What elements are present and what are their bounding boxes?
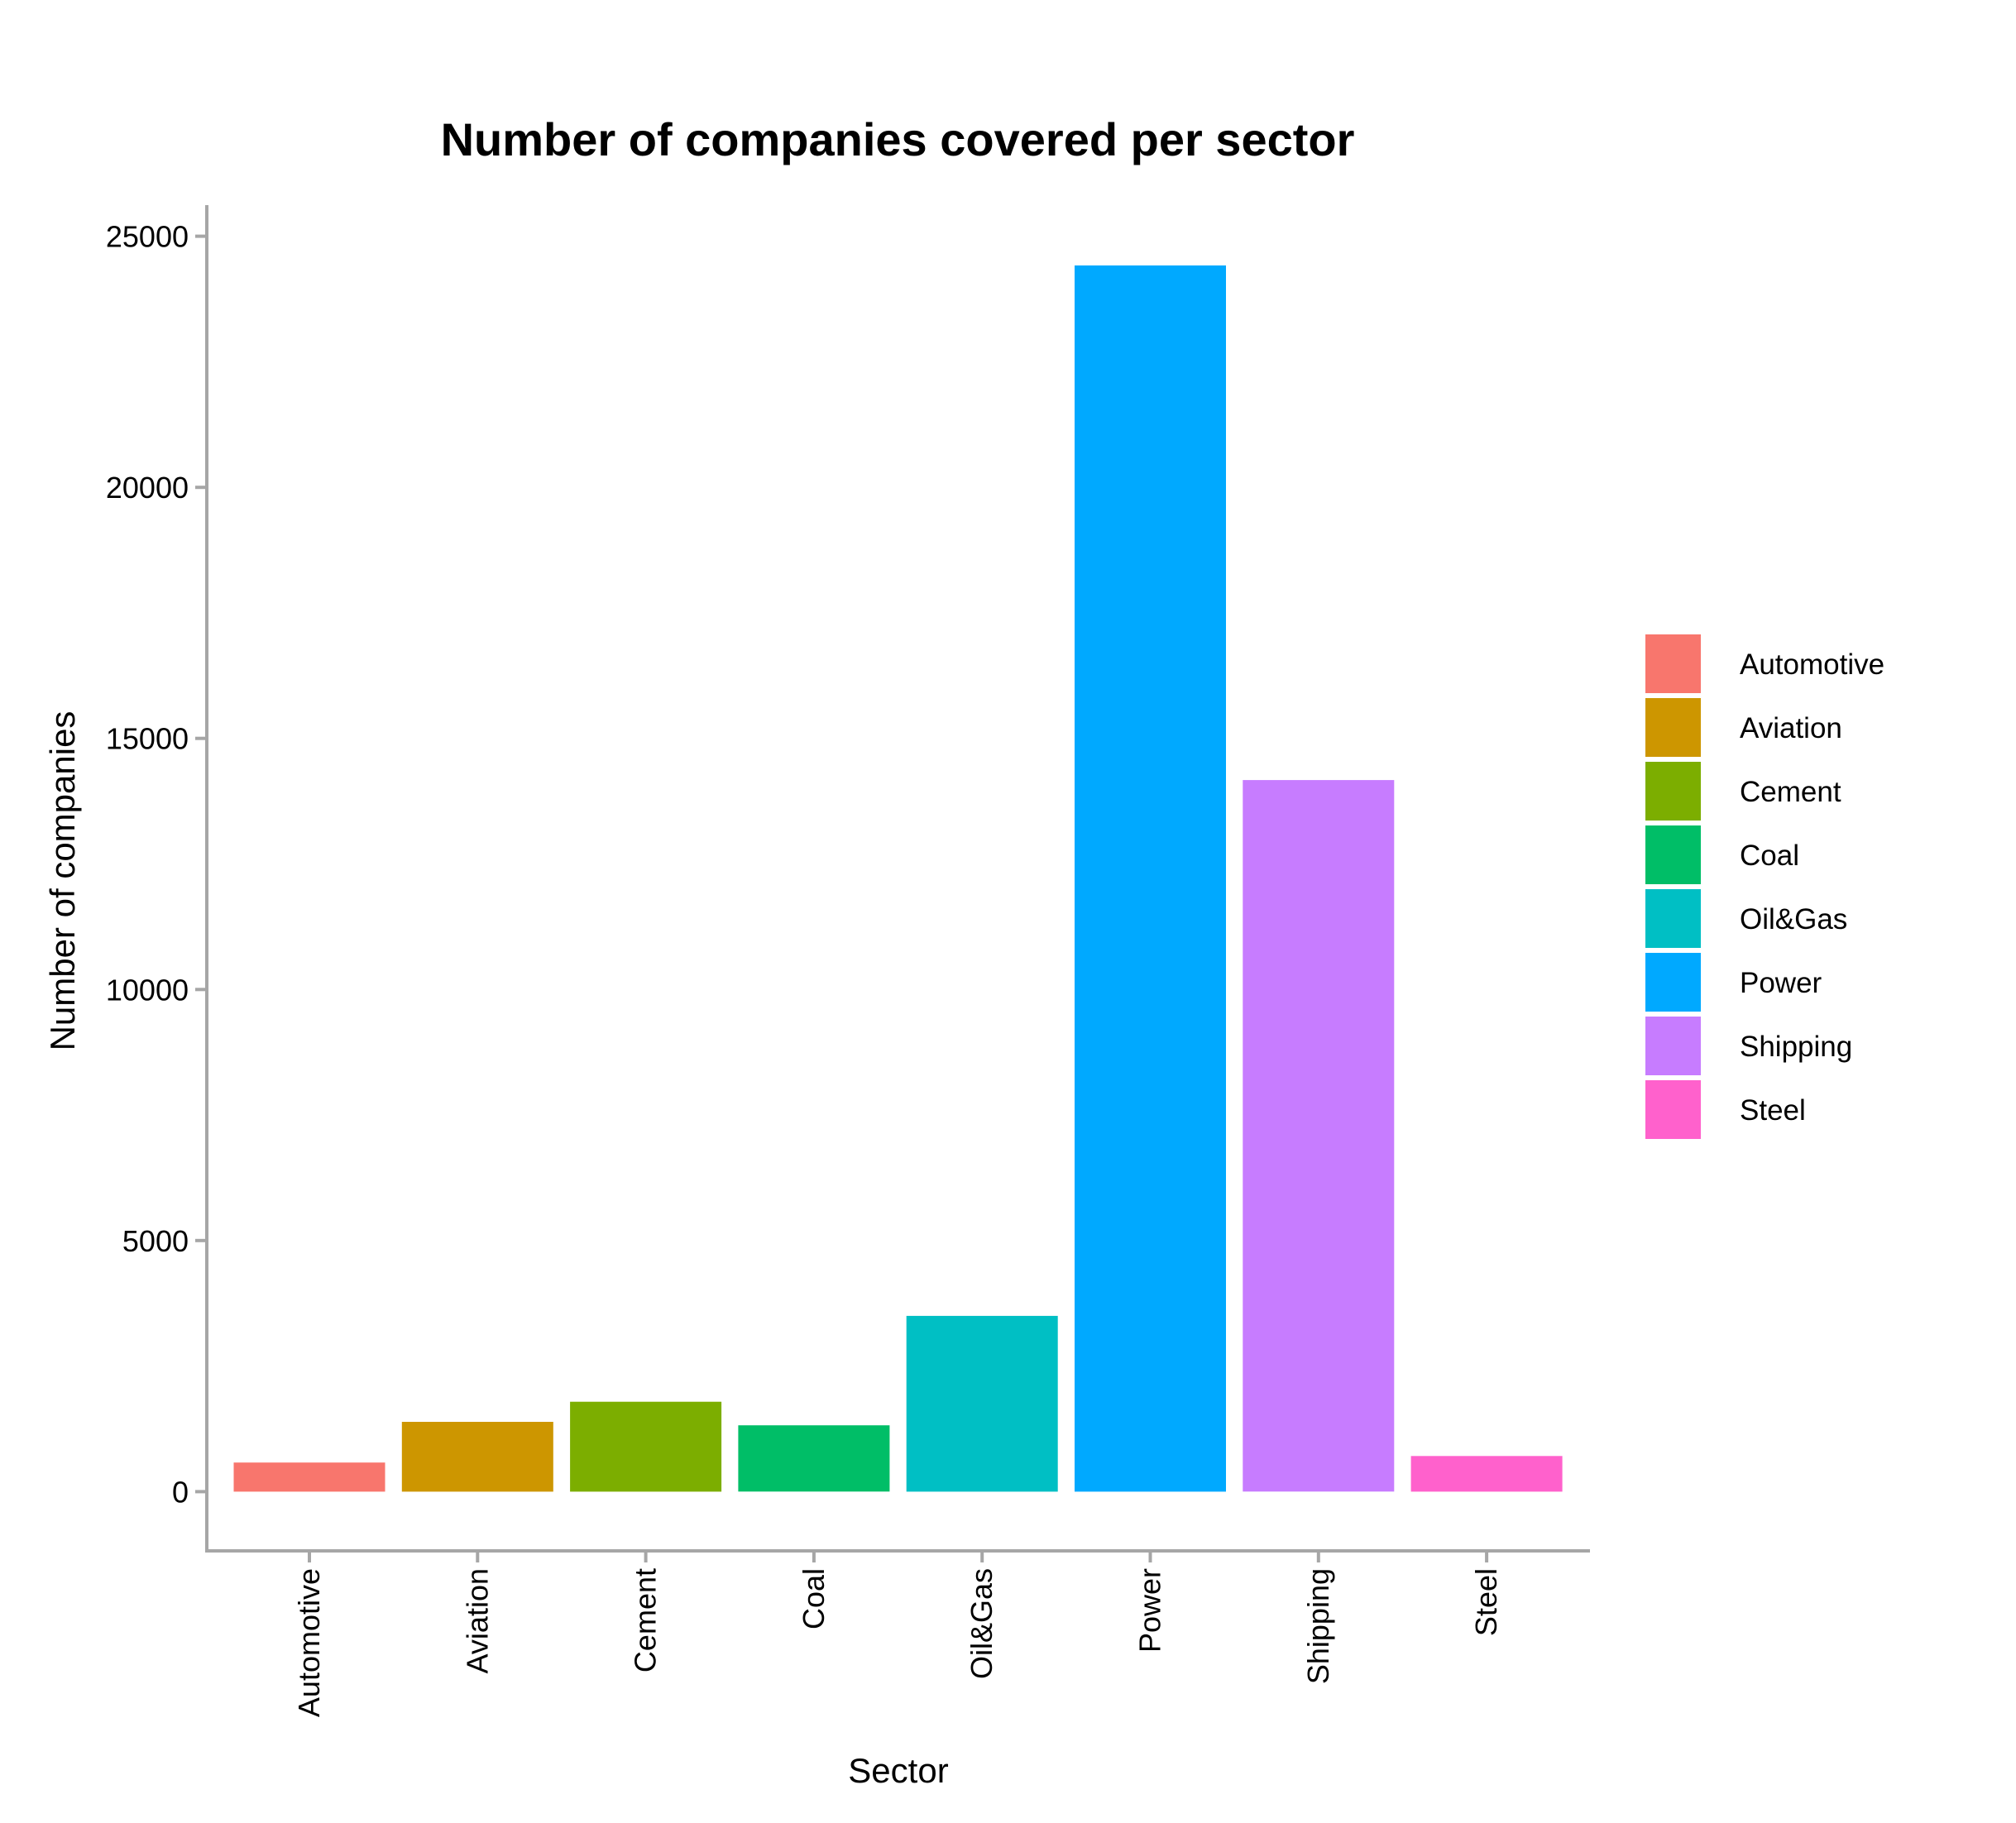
chart-title: Number of companies covered per sector — [441, 113, 1355, 165]
y-tick-label: 0 — [172, 1475, 189, 1509]
bar-cement — [570, 1401, 722, 1492]
legend-label: Shipping — [1740, 1031, 1852, 1063]
x-axis: Automotive Aviation Cement Coal Oil&Gas Power… — [292, 1551, 1503, 1717]
bar-coal — [738, 1425, 890, 1492]
x-tick-label: Oil&Gas — [965, 1568, 998, 1679]
legend-swatch — [1645, 634, 1701, 693]
bar-shipping — [1243, 780, 1395, 1492]
y-axis: 0 5000 10000 15000 20000 25000 — [106, 220, 207, 1509]
y-tick-label: 15000 — [106, 722, 189, 756]
bar-steel — [1410, 1456, 1563, 1492]
x-axis-title: Sector — [848, 1751, 948, 1790]
x-tick-label: Automotive — [292, 1568, 326, 1717]
legend-label: Coal — [1740, 840, 1799, 872]
legend-label: Power — [1740, 967, 1822, 999]
bar-power — [1075, 265, 1226, 1492]
legend-label: Cement — [1740, 776, 1841, 808]
legend: Automotive Aviation Cement Coal Oil&Gas Power… — [1645, 634, 1884, 1139]
x-tick-label: Steel — [1469, 1568, 1503, 1636]
bar-oil-gas — [906, 1315, 1058, 1492]
plot-area — [233, 265, 1563, 1492]
legend-swatch — [1645, 1017, 1701, 1075]
y-axis-title: Number of companies — [43, 711, 82, 1051]
legend-swatch — [1645, 953, 1701, 1012]
legend-swatch — [1645, 1080, 1701, 1139]
legend-swatch — [1645, 825, 1701, 884]
legend-swatch — [1645, 889, 1701, 948]
bar-automotive — [233, 1462, 385, 1492]
y-tick-label: 10000 — [106, 973, 189, 1007]
x-tick-label: Shipping — [1301, 1568, 1335, 1684]
x-tick-label: Power — [1133, 1568, 1167, 1653]
legend-label: Automotive — [1740, 648, 1884, 681]
legend-label: Oil&Gas — [1740, 903, 1847, 935]
x-tick-label: Coal — [797, 1568, 831, 1629]
y-tick-label: 25000 — [106, 220, 189, 254]
y-tick-label: 5000 — [122, 1224, 189, 1258]
legend-swatch — [1645, 698, 1701, 757]
bar-aviation — [401, 1422, 553, 1492]
legend-label: Steel — [1740, 1094, 1806, 1127]
legend-label: Aviation — [1740, 712, 1842, 744]
y-tick-label: 20000 — [106, 471, 189, 505]
legend-swatch — [1645, 762, 1701, 821]
x-tick-label: Cement — [629, 1568, 663, 1672]
x-tick-label: Aviation — [460, 1568, 494, 1673]
